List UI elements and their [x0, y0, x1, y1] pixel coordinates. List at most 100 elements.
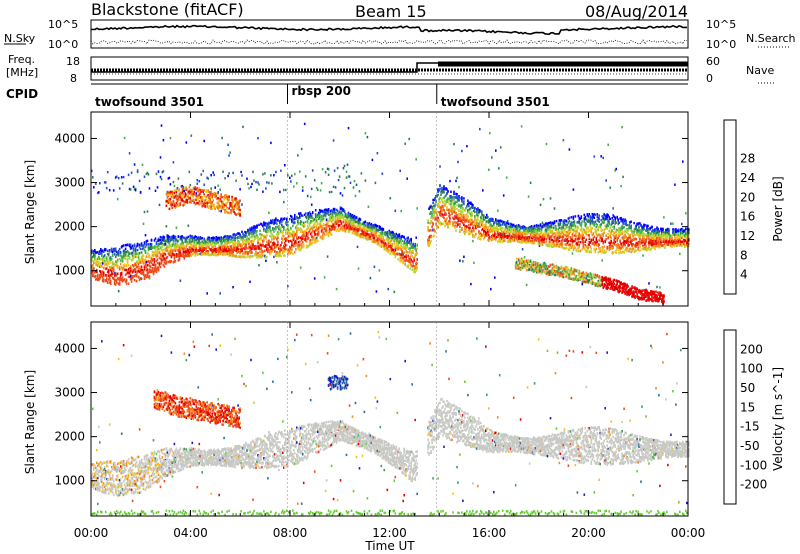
power-echo-cell — [173, 253, 176, 257]
power-echo-cell — [97, 264, 99, 267]
power-echo-cell — [159, 257, 162, 260]
power-echo-cell — [327, 210, 330, 214]
power-echo-cell — [455, 196, 457, 199]
power-echo-cell — [463, 202, 465, 206]
power-echo-cell — [242, 236, 244, 239]
power-echo-cell — [190, 244, 193, 248]
power-echo-cell — [373, 265, 376, 268]
power-echo-cell — [278, 253, 280, 256]
power-echo-cell — [412, 249, 414, 253]
power-echo-cell — [201, 188, 203, 192]
power-echo-cell — [314, 209, 317, 212]
power-echo-cell — [142, 244, 145, 247]
power-echo-cell — [169, 136, 172, 140]
power-echo-cell — [360, 172, 363, 175]
power-echo-cell — [149, 247, 152, 250]
power-echo-cell — [175, 201, 178, 205]
power-echo-cell — [186, 201, 189, 204]
power-echo-cell — [185, 251, 188, 254]
power-echo-cell — [358, 221, 361, 224]
power-echo-cell — [221, 206, 223, 210]
power-echo-cell — [264, 256, 266, 259]
power-echo-cell — [217, 202, 219, 205]
power-echo-cell — [455, 217, 457, 220]
power-echo-cell — [172, 253, 175, 256]
power-echo-cell — [387, 287, 390, 291]
power-echo-cell — [321, 210, 324, 213]
power-echo-cell — [239, 208, 241, 212]
power-echo-cell — [266, 240, 268, 243]
power-echo-cell — [446, 198, 448, 201]
power-echo-cell — [321, 233, 324, 236]
power-echo-cell — [229, 241, 231, 244]
power-echo-cell — [275, 221, 277, 224]
power-echo-cell — [225, 196, 227, 200]
power-echo-cell — [347, 212, 350, 215]
power-echo-cell — [360, 228, 363, 232]
power-echo-cell — [283, 250, 285, 253]
power-echo-cell — [354, 229, 357, 233]
power-echo-cell — [157, 247, 160, 251]
power-echo-cell — [315, 225, 318, 229]
power-echo-cell — [144, 261, 147, 264]
freq-label-1: Freq. — [8, 53, 35, 66]
power-echo-cell — [374, 223, 377, 227]
power-echo-cell — [127, 253, 130, 256]
power-echo-cell — [176, 240, 179, 243]
power-echo-cell — [201, 246, 203, 249]
power-echo-cell — [283, 217, 285, 221]
power-echo-cell — [401, 250, 403, 253]
power-echo-cell — [126, 258, 129, 261]
power-echo-cell — [203, 204, 205, 207]
power-echo-cell — [191, 249, 194, 252]
power-echo-cell — [130, 171, 133, 174]
power-echo-cell — [92, 274, 94, 278]
power-echo-cell — [284, 217, 286, 220]
power-echo-cell — [351, 226, 354, 230]
power-echo-cell — [201, 249, 203, 252]
power-echo-cell — [432, 217, 434, 220]
power-echo-cell — [296, 241, 298, 245]
power-echo-cell — [216, 197, 218, 201]
power-echo-cell — [398, 235, 401, 238]
power-echo-cell — [310, 235, 313, 239]
power-echo-cell — [213, 236, 215, 240]
power-echo-cell — [386, 231, 389, 234]
power-echo-cell — [151, 253, 154, 257]
power-echo-cell — [234, 254, 236, 257]
power-echo-cell — [396, 245, 399, 248]
power-echo-cell — [169, 203, 172, 206]
power-echo-cell — [358, 228, 361, 231]
power-echo-cell — [252, 170, 254, 174]
power-echo-cell — [237, 242, 239, 245]
power-echo-cell — [221, 245, 223, 248]
power-echo-cell — [217, 207, 219, 210]
power-echo-cell — [257, 241, 259, 245]
power-echo-cell — [114, 247, 117, 250]
power-echo-cell — [451, 207, 453, 210]
power-echo-cell — [191, 238, 194, 241]
power-echo-cell — [196, 179, 199, 182]
power-echo-cell — [249, 280, 251, 283]
power-echo-cell — [153, 261, 156, 264]
power-echo-cell — [157, 269, 160, 272]
power-echo-cell — [183, 250, 186, 253]
power-echo-cell — [396, 253, 399, 256]
power-echo-cell — [175, 244, 178, 247]
power-echo-cell — [405, 243, 407, 247]
power-echo-cell — [250, 244, 252, 247]
power-echo-cell — [98, 264, 100, 267]
power-echo-cell — [167, 250, 170, 253]
power-echo-cell — [505, 176, 508, 179]
power-echo-cell — [265, 230, 267, 233]
power-echo-cell — [278, 254, 280, 258]
power-echo-cell — [370, 222, 373, 226]
power-echo-cell — [230, 248, 232, 251]
power-echo-cell — [123, 263, 126, 266]
power-echo-cell — [194, 250, 197, 253]
power-echo-cell — [152, 254, 155, 257]
power-echo-cell — [372, 237, 375, 240]
power-echo-cell — [94, 254, 96, 257]
power-echo-cell — [353, 227, 356, 231]
power-echo-cell — [442, 201, 444, 204]
